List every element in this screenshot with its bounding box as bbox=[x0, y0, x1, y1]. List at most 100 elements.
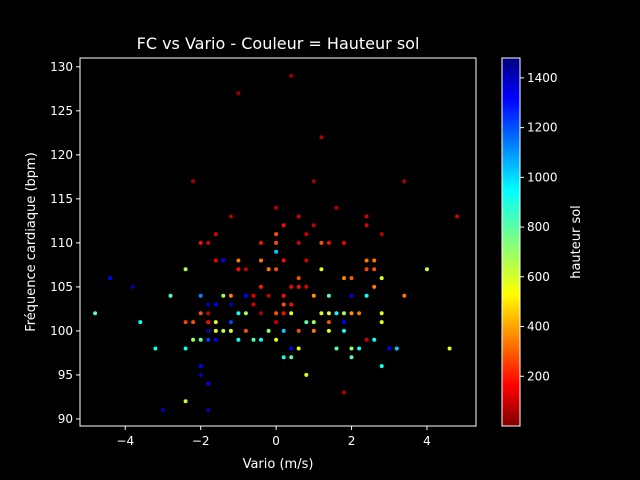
scatter-point bbox=[221, 294, 225, 298]
scatter-point bbox=[380, 320, 384, 324]
scatter-point bbox=[365, 259, 369, 263]
scatter-point bbox=[161, 408, 165, 412]
scatter-point bbox=[282, 303, 286, 307]
scatter-point bbox=[184, 320, 188, 324]
scatter-point bbox=[319, 267, 323, 271]
scatter-point bbox=[184, 399, 188, 403]
scatter-point bbox=[402, 294, 406, 298]
scatter-point bbox=[199, 373, 203, 377]
scatter-point bbox=[312, 320, 316, 324]
scatter-point bbox=[372, 285, 376, 289]
scatter-point bbox=[206, 382, 210, 386]
scatter-point bbox=[236, 259, 240, 263]
scatter-point bbox=[214, 303, 218, 307]
scatter-point bbox=[342, 391, 346, 395]
scatter-point bbox=[199, 294, 203, 298]
y-tick-label: 130 bbox=[50, 60, 73, 74]
scatter-point bbox=[289, 285, 293, 289]
colorbar-tick-label: 1400 bbox=[527, 71, 558, 85]
scatter-point bbox=[206, 320, 210, 324]
scatter-point bbox=[282, 311, 286, 315]
scatter-point bbox=[357, 347, 361, 351]
scatter-point bbox=[282, 355, 286, 359]
scatter-point bbox=[274, 320, 278, 324]
scatter-point bbox=[342, 320, 346, 324]
y-axis-label: Fréquence cardiaque (bpm) bbox=[24, 152, 39, 332]
scatter-point bbox=[206, 408, 210, 412]
scatter-point bbox=[448, 347, 452, 351]
scatter-point bbox=[297, 329, 301, 333]
scatter-point bbox=[206, 311, 210, 315]
y-tick-label: 115 bbox=[50, 192, 73, 206]
scatter-point bbox=[402, 179, 406, 183]
scatter-point bbox=[259, 311, 263, 315]
scatter-point bbox=[289, 74, 293, 78]
scatter-point bbox=[282, 223, 286, 227]
scatter-point bbox=[350, 294, 354, 298]
scatter-point bbox=[289, 311, 293, 315]
scatter-point bbox=[274, 241, 278, 245]
scatter-point bbox=[252, 303, 256, 307]
scatter-point bbox=[312, 329, 316, 333]
scatter-point bbox=[342, 311, 346, 315]
x-tick-label: −2 bbox=[192, 434, 210, 448]
scatter-point bbox=[350, 355, 354, 359]
scatter-point bbox=[297, 215, 301, 219]
x-tick-label: 4 bbox=[423, 434, 431, 448]
scatter-point bbox=[169, 294, 173, 298]
scatter-point bbox=[184, 267, 188, 271]
y-tick-label: 95 bbox=[58, 368, 73, 382]
scatter-point bbox=[304, 285, 308, 289]
scatter-point bbox=[138, 320, 142, 324]
scatter-point bbox=[342, 276, 346, 280]
scatter-point bbox=[335, 347, 339, 351]
scatter-point bbox=[199, 364, 203, 368]
scatter-point bbox=[274, 232, 278, 236]
scatter-point bbox=[304, 373, 308, 377]
scatter-point bbox=[236, 267, 240, 271]
scatter-point bbox=[342, 329, 346, 333]
scatter-point bbox=[380, 232, 384, 236]
scatter-point bbox=[372, 338, 376, 342]
colorbar-tick-label: 400 bbox=[527, 320, 550, 334]
scatter-point bbox=[131, 285, 135, 289]
scatter-point bbox=[304, 259, 308, 263]
scatter-point bbox=[267, 267, 271, 271]
scatter-point bbox=[191, 320, 195, 324]
scatter-point bbox=[312, 223, 316, 227]
scatter-point bbox=[372, 259, 376, 263]
scatter-point bbox=[327, 329, 331, 333]
scatter-point bbox=[304, 232, 308, 236]
scatter-point bbox=[327, 320, 331, 324]
chart-title: FC vs Vario - Couleur = Hauteur sol bbox=[137, 34, 420, 53]
scatter-point bbox=[380, 276, 384, 280]
scatter-point bbox=[252, 294, 256, 298]
scatter-point bbox=[365, 215, 369, 219]
scatter-point bbox=[214, 329, 218, 333]
scatter-point bbox=[365, 223, 369, 227]
scatter-point bbox=[297, 285, 301, 289]
x-tick-label: 0 bbox=[272, 434, 280, 448]
scatter-point bbox=[244, 311, 248, 315]
scatter-point bbox=[289, 347, 293, 351]
scatter-point bbox=[214, 259, 218, 263]
scatter-point bbox=[244, 329, 248, 333]
scatter-point bbox=[319, 241, 323, 245]
scatter-point bbox=[365, 267, 369, 271]
scatter-point bbox=[221, 329, 225, 333]
scatter-point bbox=[380, 311, 384, 315]
scatter-point bbox=[335, 206, 339, 210]
scatter-point bbox=[259, 338, 263, 342]
scatter-point bbox=[350, 276, 354, 280]
scatter-point bbox=[327, 241, 331, 245]
x-tick-label: −4 bbox=[116, 434, 134, 448]
colorbar-label: hauteur sol bbox=[569, 205, 584, 279]
scatter-point bbox=[365, 338, 369, 342]
scatter-point bbox=[229, 329, 233, 333]
scatter-point bbox=[312, 179, 316, 183]
scatter-point bbox=[387, 347, 391, 351]
scatter-point bbox=[342, 241, 346, 245]
scatter-point bbox=[380, 364, 384, 368]
scatter-point bbox=[327, 294, 331, 298]
scatter-point bbox=[206, 338, 210, 342]
